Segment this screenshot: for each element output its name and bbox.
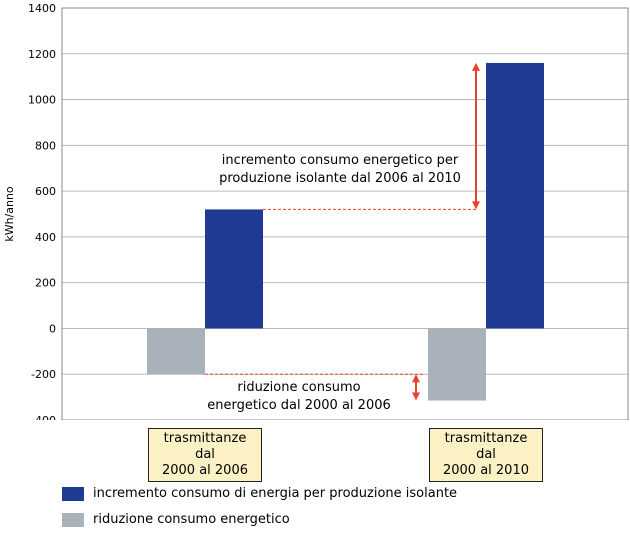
- annotation-incremento-line1: incremento consumo energetico per: [222, 153, 459, 168]
- bar-incremento: [205, 209, 263, 329]
- annotation-incremento-line2: produzione isolante dal 2006 al 2010: [219, 171, 461, 186]
- legend-item-riduzione: riduzione consumo energetico: [62, 512, 290, 527]
- category-label-line2: 2000 al 2006: [161, 463, 248, 478]
- category-label-line1: trasmittanze dal: [163, 431, 247, 462]
- category-label-line1: trasmittanze dal: [444, 431, 528, 462]
- bar-incremento: [486, 62, 544, 329]
- legend-swatch-gray: [62, 512, 84, 527]
- arrow-head-up: [412, 374, 420, 383]
- y-axis-label: kWh/anno: [3, 186, 16, 242]
- y-tick-label: 0: [49, 322, 56, 335]
- y-tick-label: 1400: [28, 2, 56, 15]
- y-tick-label: 400: [35, 231, 56, 244]
- arrow-head-down: [472, 201, 480, 210]
- y-tick-label: -400: [31, 414, 56, 420]
- y-tick-label: -200: [31, 368, 56, 381]
- bar-riduzione: [147, 328, 205, 375]
- legend-label: incremento consumo di energia per produz…: [93, 486, 458, 501]
- legend-swatch-blue: [62, 486, 84, 501]
- arrow-head-up: [472, 62, 480, 71]
- y-tick-label: 800: [35, 139, 56, 152]
- bar-riduzione: [428, 328, 486, 401]
- y-tick-label: 1000: [28, 94, 56, 107]
- category-label-2010: trasmittanze dal 2000 al 2010: [429, 428, 543, 482]
- annotation-riduzione-line1: riduzione consumo: [237, 380, 360, 395]
- y-tick-label: 200: [35, 277, 56, 290]
- legend-item-incremento: incremento consumo di energia per produz…: [62, 486, 457, 501]
- category-label-line2: 2000 al 2010: [442, 463, 529, 478]
- annotation-riduzione-line2: energetico dal 2000 al 2006: [207, 398, 391, 413]
- bar-chart: -400 -200 0 200 400 600 800 1000 1200 1400 kWh/ann…: [3, 2, 629, 420]
- arrow-head-down: [412, 392, 420, 401]
- category-label-2006: trasmittanze dal 2000 al 2006: [148, 428, 262, 482]
- plot-frame: [61, 7, 629, 420]
- y-tick-label: 1200: [28, 48, 56, 61]
- y-tick-label: 600: [35, 185, 56, 198]
- legend-label: riduzione consumo energetico: [93, 512, 290, 527]
